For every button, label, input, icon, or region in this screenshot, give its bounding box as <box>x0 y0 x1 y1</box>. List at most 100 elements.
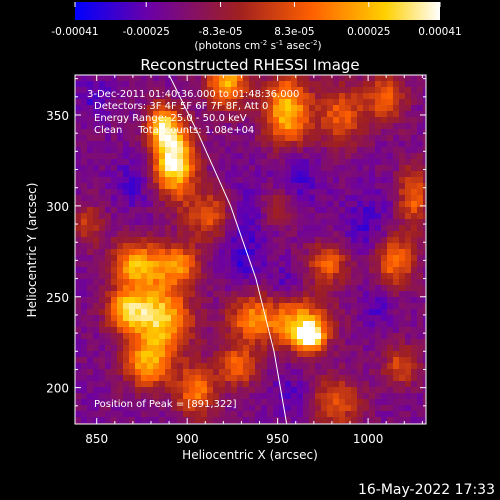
heatmap-cell <box>129 123 135 129</box>
heatmap-cell <box>297 225 303 231</box>
heatmap-cell <box>141 405 147 411</box>
heatmap-cell <box>135 105 141 111</box>
heatmap-cell <box>261 369 267 375</box>
heatmap-cell <box>405 255 411 261</box>
heatmap-cell <box>399 345 405 351</box>
heatmap-cell <box>369 225 375 231</box>
heatmap-cell <box>297 351 303 357</box>
heatmap-cell <box>243 285 249 291</box>
heatmap-cell <box>171 339 177 345</box>
heatmap-cell <box>333 189 339 195</box>
heatmap-cell <box>177 99 183 105</box>
heatmap-cell <box>333 273 339 279</box>
heatmap-cell <box>285 411 291 417</box>
heatmap-cell <box>165 333 171 339</box>
heatmap-cell <box>399 375 405 381</box>
heatmap-cell <box>123 153 129 159</box>
heatmap-cell <box>207 345 213 351</box>
heatmap-cell <box>279 141 285 147</box>
heatmap-cell <box>303 249 309 255</box>
heatmap-cell <box>297 129 303 135</box>
heatmap-cell <box>219 375 225 381</box>
heatmap-cell <box>279 291 285 297</box>
heatmap-cell <box>171 177 177 183</box>
heatmap-cell <box>195 183 201 189</box>
heatmap-cell <box>135 135 141 141</box>
heatmap-cell <box>141 213 147 219</box>
heatmap-cell <box>387 183 393 189</box>
heatmap-cell <box>99 315 105 321</box>
heatmap-cell <box>159 417 165 423</box>
heatmap-cell <box>231 381 237 387</box>
heatmap-cell <box>189 327 195 333</box>
heatmap-cell <box>417 321 423 327</box>
heatmap-cell <box>99 117 105 123</box>
heatmap-cell <box>249 393 255 399</box>
heatmap-cell <box>243 405 249 411</box>
heatmap-cell <box>87 261 93 267</box>
heatmap-cell <box>183 261 189 267</box>
heatmap-cell <box>375 381 381 387</box>
heatmap-cell <box>213 231 219 237</box>
heatmap-cell <box>159 399 165 405</box>
heatmap-cell <box>111 243 117 249</box>
heatmap-cell <box>411 243 417 249</box>
heatmap-cell <box>231 123 237 129</box>
heatmap-cell <box>219 261 225 267</box>
heatmap-cell <box>207 279 213 285</box>
heatmap-cell <box>291 369 297 375</box>
heatmap-cell <box>321 195 327 201</box>
heatmap-cell <box>273 141 279 147</box>
heatmap-cell <box>105 363 111 369</box>
heatmap-cell <box>411 261 417 267</box>
heatmap-cell <box>153 321 159 327</box>
heatmap-cell <box>345 357 351 363</box>
heatmap-cell <box>393 147 399 153</box>
heatmap-cell <box>231 219 237 225</box>
heatmap-cell <box>195 387 201 393</box>
heatmap-cell <box>225 357 231 363</box>
heatmap-cell <box>267 375 273 381</box>
heatmap-cell <box>417 213 423 219</box>
heatmap-cell <box>195 375 201 381</box>
heatmap-cell <box>129 99 135 105</box>
heatmap-cell <box>267 117 273 123</box>
heatmap-cell <box>423 117 426 123</box>
heatmap-cell <box>255 273 261 279</box>
heatmap-cell <box>375 393 381 399</box>
heatmap-cell <box>105 333 111 339</box>
heatmap-cell <box>291 183 297 189</box>
heatmap-cell <box>393 213 399 219</box>
heatmap-cell <box>309 111 315 117</box>
heatmap-cell <box>393 291 399 297</box>
heatmap-cell <box>345 333 351 339</box>
heatmap-cell <box>231 363 237 369</box>
heatmap-cell <box>417 201 423 207</box>
heatmap-cell <box>261 117 267 123</box>
heatmap-cell <box>213 267 219 273</box>
heatmap-cell <box>129 405 135 411</box>
heatmap-cell <box>405 81 411 87</box>
heatmap-cell <box>411 375 417 381</box>
heatmap-cell <box>171 267 177 273</box>
heatmap-cell <box>321 165 327 171</box>
heatmap-cell <box>327 285 333 291</box>
heatmap-cell <box>345 225 351 231</box>
heatmap-cell <box>141 291 147 297</box>
heatmap-cell <box>165 81 171 87</box>
heatmap-cell <box>279 165 285 171</box>
heatmap-cell <box>345 351 351 357</box>
heatmap-cell <box>357 243 363 249</box>
heatmap-cell <box>351 339 357 345</box>
heatmap-cell <box>303 315 309 321</box>
heatmap-cell <box>153 81 159 87</box>
heatmap-cell <box>225 165 231 171</box>
heatmap-cell <box>363 123 369 129</box>
heatmap-cell <box>303 393 309 399</box>
heatmap-cell <box>165 411 171 417</box>
heatmap-cell <box>93 87 99 93</box>
heatmap-cell <box>381 297 387 303</box>
heatmap-cell <box>207 117 213 123</box>
heatmap-cell <box>327 363 333 369</box>
heatmap-cell <box>303 201 309 207</box>
